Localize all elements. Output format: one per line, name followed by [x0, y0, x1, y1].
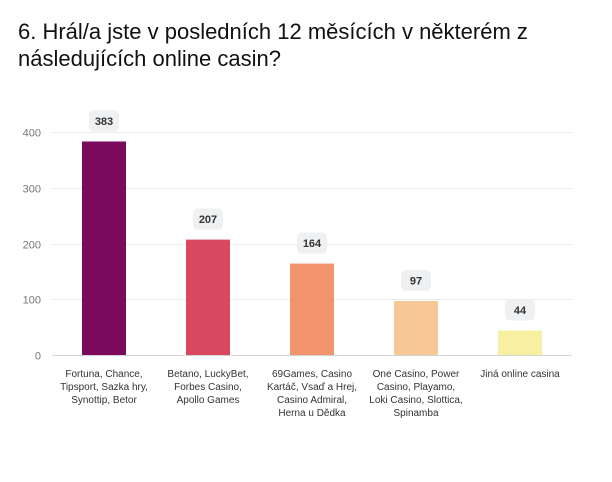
category-label: Jiná online casina	[480, 369, 560, 380]
category-label: One Casino, Power Casino, Playamo, Loki Ca…	[369, 369, 462, 419]
y-tick-label: 0	[35, 351, 41, 363]
data-label: 383	[95, 116, 113, 128]
category-label: 69Games, Casino Kartáč, Vsaď a Hrej, Casin…	[267, 369, 357, 419]
data-labels: 383 207 164 97 44	[89, 110, 535, 321]
bar	[498, 330, 542, 355]
y-tick-label: 400	[23, 128, 41, 140]
chart-title: 6. Hrál/a jste v posledních 12 měsících …	[18, 19, 528, 71]
y-tick-label: 100	[23, 295, 41, 307]
y-axis-tick-labels: 0 100 200 300 400	[23, 128, 41, 363]
data-label: 164	[303, 238, 322, 250]
bar	[394, 300, 438, 355]
y-tick-label: 300	[23, 184, 41, 196]
category-label: Betano, LuckyBet, Forbes Casino, Apollo Ga…	[167, 369, 248, 406]
data-label: 207	[199, 214, 217, 226]
bars	[82, 141, 542, 355]
bar	[290, 263, 334, 355]
data-label-badge	[89, 110, 119, 132]
y-tick-label: 200	[23, 240, 41, 252]
data-label-badge	[193, 208, 223, 230]
data-label: 44	[514, 305, 527, 317]
data-label-badge	[401, 269, 431, 291]
category-labels: Fortuna, Chance, Tipsport, Sazka hry, Syno…	[60, 369, 560, 419]
data-label: 97	[410, 275, 422, 287]
bar	[82, 141, 126, 355]
data-label-badge	[297, 232, 327, 254]
category-label: Fortuna, Chance, Tipsport, Sazka hry, Syno…	[60, 369, 148, 406]
bar	[186, 239, 230, 355]
data-label-badge	[505, 299, 535, 321]
